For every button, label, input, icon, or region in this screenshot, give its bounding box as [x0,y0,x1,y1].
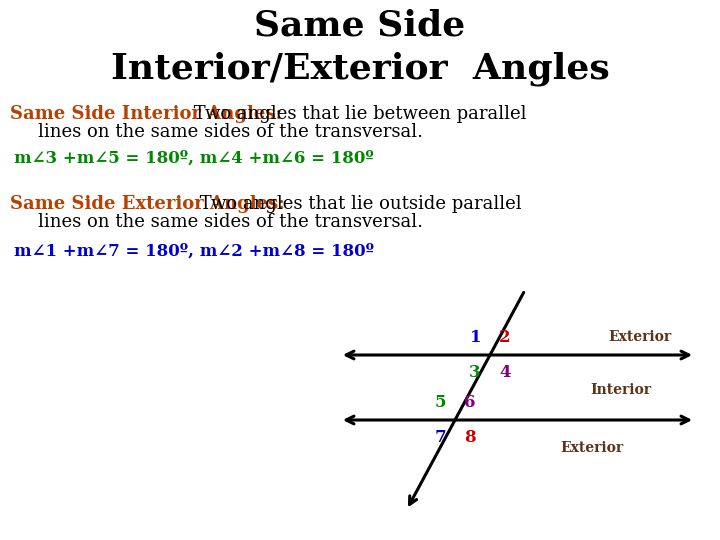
Text: lines on the same sides of the transversal.: lines on the same sides of the transvers… [38,213,423,231]
Text: m∠1 +m∠7 = 180º, m∠2 +m∠8 = 180º: m∠1 +m∠7 = 180º, m∠2 +m∠8 = 180º [14,243,374,260]
Text: 8: 8 [464,429,476,446]
Text: Interior/Exterior  Angles: Interior/Exterior Angles [111,52,609,86]
Text: 5: 5 [434,394,446,411]
Text: lines on the same sides of the transversal.: lines on the same sides of the transvers… [38,123,423,141]
Text: Exterior: Exterior [560,441,623,455]
Text: 4: 4 [499,364,510,381]
Text: Two angles that lie between parallel: Two angles that lie between parallel [188,105,526,123]
Text: Same Side Interior Angles:: Same Side Interior Angles: [10,105,282,123]
Text: 3: 3 [469,364,481,381]
Text: 6: 6 [464,394,475,411]
Text: Same Side Exterior Angles:: Same Side Exterior Angles: [10,195,285,213]
Text: Same Side: Same Side [254,8,466,42]
Text: 2: 2 [499,329,510,346]
Text: Exterior: Exterior [608,330,671,344]
Text: m∠3 +m∠5 = 180º, m∠4 +m∠6 = 180º: m∠3 +m∠5 = 180º, m∠4 +m∠6 = 180º [14,150,374,167]
Text: 1: 1 [469,329,481,346]
Text: Two angles that lie outside parallel: Two angles that lie outside parallel [194,195,521,213]
Text: Interior: Interior [590,383,651,397]
Text: 7: 7 [434,429,446,446]
